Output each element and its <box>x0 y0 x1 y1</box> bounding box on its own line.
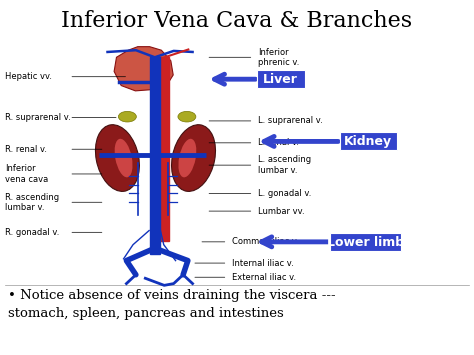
Ellipse shape <box>172 125 216 191</box>
Text: R. renal v.: R. renal v. <box>5 145 47 154</box>
Text: Inferior
vena cava: Inferior vena cava <box>5 164 49 184</box>
Text: Lower limb: Lower limb <box>327 235 404 248</box>
Text: Common iliac v.: Common iliac v. <box>232 237 299 246</box>
Ellipse shape <box>95 125 139 191</box>
Ellipse shape <box>178 139 196 178</box>
Text: R. suprarenal v.: R. suprarenal v. <box>5 113 71 122</box>
Text: • Notice absence of veins draining the viscera ---
stomach, spleen, pancreas and: • Notice absence of veins draining the v… <box>8 289 336 320</box>
FancyBboxPatch shape <box>257 70 305 88</box>
Text: L. ascending
lumbar v.: L. ascending lumbar v. <box>258 155 311 175</box>
Text: L. suprarenal v.: L. suprarenal v. <box>258 116 323 125</box>
Text: L. renal v.: L. renal v. <box>258 138 299 147</box>
Ellipse shape <box>118 111 137 122</box>
Text: L. gonadal v.: L. gonadal v. <box>258 189 311 198</box>
Text: R. ascending
lumbar v.: R. ascending lumbar v. <box>5 192 60 212</box>
Text: Inferior Vena Cava & Branches: Inferior Vena Cava & Branches <box>62 10 412 32</box>
Text: Hepatic vv.: Hepatic vv. <box>5 72 53 81</box>
FancyBboxPatch shape <box>339 132 397 150</box>
Bar <box>160 57 169 241</box>
Text: Internal iliac v.: Internal iliac v. <box>232 258 294 268</box>
Polygon shape <box>114 47 173 91</box>
Text: Kidney: Kidney <box>344 135 392 148</box>
Text: External iliac v.: External iliac v. <box>232 273 296 282</box>
Text: Inferior
phrenic v.: Inferior phrenic v. <box>258 48 300 67</box>
Text: R. gonadal v.: R. gonadal v. <box>5 228 60 237</box>
FancyBboxPatch shape <box>330 233 401 251</box>
Bar <box>150 57 160 253</box>
Ellipse shape <box>178 111 196 122</box>
Text: Lumbar vv.: Lumbar vv. <box>258 207 305 215</box>
Ellipse shape <box>115 139 133 178</box>
Text: Liver: Liver <box>263 73 298 86</box>
